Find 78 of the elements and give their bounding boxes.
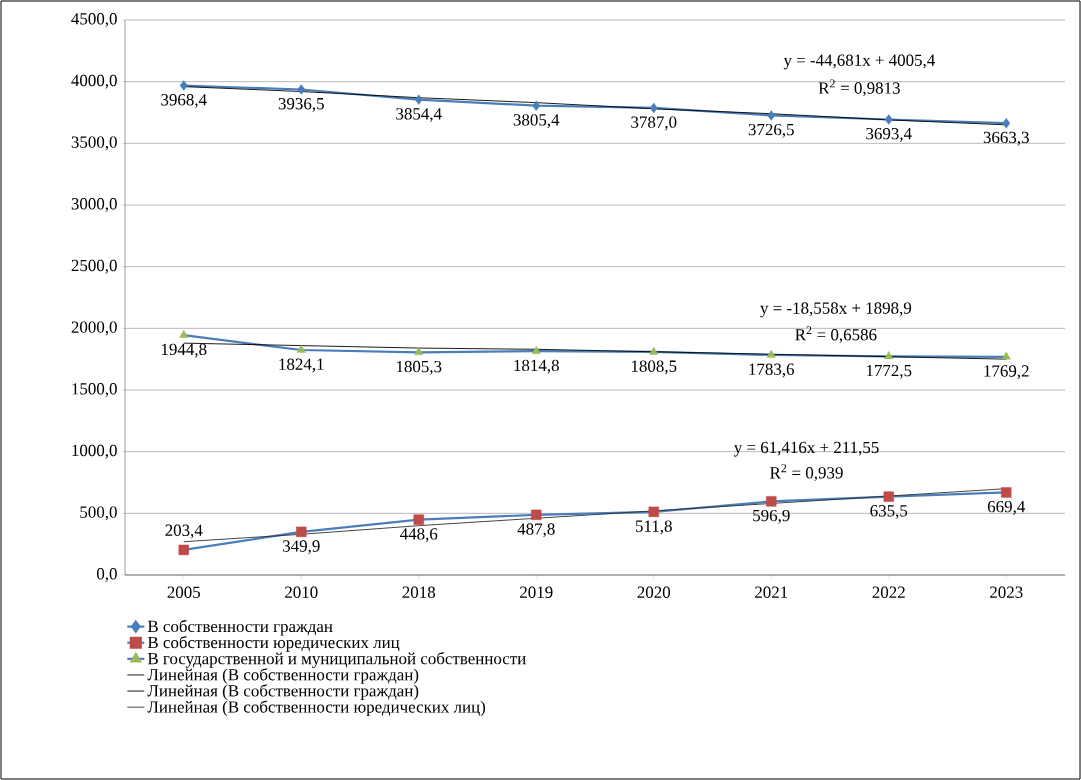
point — [531, 345, 541, 354]
legend-label: В собственности граждан — [147, 619, 333, 636]
point — [883, 491, 894, 502]
point — [178, 544, 189, 556]
point — [1001, 351, 1011, 360]
point — [532, 100, 541, 111]
data-label: 1814,8 — [514, 359, 559, 374]
annotation: R$^{2}$ = 0,6586 — [795, 326, 877, 343]
x-tick-label: 2023 — [990, 586, 1023, 598]
x-tick-label: 2022 — [872, 586, 905, 598]
legend-label: Линейная (В собственности граждан) — [147, 668, 419, 684]
point — [531, 509, 542, 521]
point — [297, 84, 306, 95]
y-tick-label: 4500,0 — [71, 13, 117, 27]
data-label: 349,9 — [283, 540, 320, 555]
data-label: 635,5 — [870, 505, 908, 519]
data-label: 3936,5 — [278, 97, 324, 112]
point — [296, 526, 307, 538]
y-tick-label: 500,0 — [80, 506, 117, 521]
annotation: y = -18,558x + 1898,9 — [760, 302, 912, 318]
point — [1001, 487, 1012, 498]
legend-label: Линейная (В собственности граждан) — [147, 684, 419, 700]
data-label: 596,9 — [753, 509, 790, 524]
y-tick-label: 3500,0 — [71, 136, 117, 151]
point — [648, 506, 659, 518]
annotation: R$^{2}$ = 0,9813 — [818, 79, 900, 97]
y-tick-label: 1000,0 — [72, 444, 117, 459]
data-label: 3805,4 — [513, 114, 560, 129]
data-label: 3854,4 — [396, 108, 442, 122]
data-label: 448,6 — [400, 528, 438, 543]
point — [413, 514, 424, 525]
legend-label: В собственности юредических лиц — [147, 635, 400, 652]
data-label: 3787,0 — [631, 116, 677, 131]
data-label: 3693,4 — [866, 127, 912, 142]
data-label: 1769,2 — [984, 365, 1029, 380]
legend-label: В государственной и муниципальной собственности — [147, 652, 526, 668]
point — [296, 344, 306, 353]
point — [767, 110, 776, 121]
point — [414, 347, 424, 356]
data-label: 487,8 — [517, 523, 555, 538]
y-tick-label: 1500,0 — [72, 383, 117, 397]
point — [649, 102, 658, 114]
data-label: 1824,1 — [279, 358, 324, 373]
point — [1002, 118, 1011, 129]
data-label: 1944,8 — [161, 343, 207, 358]
data-label: 3726,5 — [748, 123, 794, 138]
data-label: 669,4 — [987, 500, 1026, 515]
annotation: y = 61,416x + 211,55 — [733, 441, 879, 457]
y-tick-label: 0,0 — [96, 568, 117, 582]
data-label: 3663,3 — [983, 131, 1029, 146]
data-label: 511,8 — [636, 520, 672, 535]
annotation: y = -44,681x + 4005,4 — [783, 54, 935, 70]
point — [414, 94, 423, 105]
y-tick-label: 2000,0 — [71, 321, 117, 336]
x-tick-label: 2020 — [637, 586, 671, 598]
y-tick-label: 4000,0 — [71, 74, 117, 89]
x-tick-label: 2019 — [520, 586, 553, 598]
data-label: 1808,5 — [631, 360, 677, 375]
y-tick-label: 3000,0 — [71, 198, 117, 212]
point — [649, 346, 659, 355]
data-label: 1772,5 — [866, 364, 912, 379]
data-label: 3968,4 — [161, 94, 207, 108]
point — [766, 496, 777, 507]
x-tick-label: 2010 — [285, 586, 318, 598]
point — [179, 329, 189, 338]
point — [179, 80, 188, 91]
x-tick-label: 2021 — [755, 586, 788, 598]
point — [884, 351, 894, 360]
data-label: 1783,6 — [749, 363, 795, 378]
data-label: 203,4 — [165, 524, 203, 539]
point — [766, 349, 776, 358]
x-tick-label: 2005 — [167, 586, 201, 598]
annotation: R$^{2}$ = 0,939 — [770, 464, 843, 481]
y-tick-label: 2500,0 — [71, 259, 117, 274]
point — [884, 114, 893, 125]
x-tick-label: 2018 — [402, 586, 436, 598]
data-label: 1805,3 — [396, 360, 442, 375]
legend-label: Линейная (В собственности юредических лиц) — [147, 700, 486, 717]
